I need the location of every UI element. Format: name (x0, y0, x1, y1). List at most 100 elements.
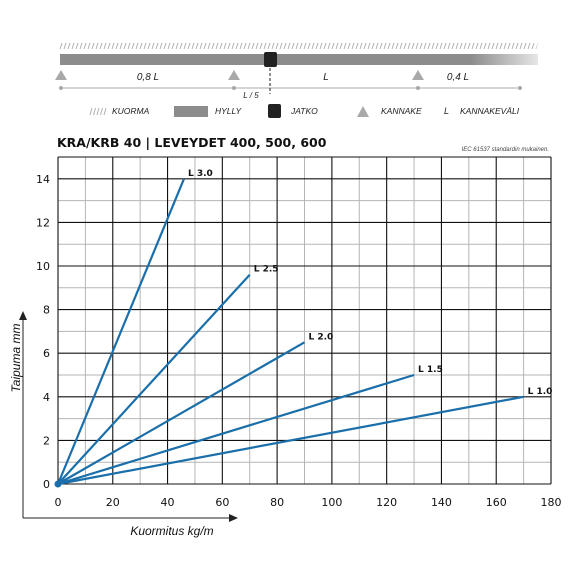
hatch-mark (231, 42, 235, 50)
legend-label: HYLLY (215, 106, 242, 116)
hatch-mark (375, 42, 379, 50)
hatch-mark (179, 42, 183, 50)
support-swatch-icon (357, 106, 369, 117)
series-lines (56, 178, 524, 486)
hatch-mark (303, 42, 307, 50)
hatch-mark (191, 42, 195, 50)
legend-label: KANNAKEVÄLI (460, 106, 520, 116)
x-tick-label: 0 (55, 496, 62, 509)
hatch-mark (183, 42, 187, 50)
hatch-mark (391, 42, 395, 50)
hatch-mark (299, 42, 303, 50)
hatch-mark (131, 42, 135, 50)
joint-swatch-icon (268, 104, 281, 118)
hatch-mark (163, 42, 167, 50)
y-tick-label: 10 (36, 260, 50, 273)
hatch-mark (331, 42, 335, 50)
hatch-mark (287, 42, 291, 50)
span-label-right: 0,4 L (447, 72, 469, 83)
hatch-mark (371, 42, 375, 50)
dimension-marker (518, 86, 522, 90)
hatch-mark (251, 42, 255, 50)
hatch-mark (419, 42, 423, 50)
chart-title: KRA/KRB 40 | LEVEYDET 400, 500, 600 (57, 135, 327, 150)
hatch-mark (327, 42, 331, 50)
legend-item-kuorma: KUORMA (89, 106, 150, 116)
dimension-marker (59, 86, 63, 90)
x-arrow-head-icon (229, 514, 238, 522)
hatch-mark (139, 42, 143, 50)
hatch-mark (383, 42, 387, 50)
hatch-mark (363, 42, 367, 50)
legend-symbol: L (444, 106, 449, 116)
legend-item-hylly: HYLLY (174, 106, 242, 117)
y-axis-title: Taipuma mm (9, 324, 23, 393)
x-tick-label: 120 (376, 496, 397, 509)
hatch-mark (115, 42, 119, 50)
hatch-mark (467, 42, 471, 50)
hatch-fade (470, 40, 540, 52)
hatch-mark (427, 42, 431, 50)
y-tick-label: 4 (43, 391, 50, 404)
hatch-mark (459, 42, 463, 50)
hatch-mark (395, 42, 399, 50)
x-tick-label: 140 (431, 496, 452, 509)
hatch-icon (89, 107, 107, 116)
y-tick-label: 0 (43, 478, 50, 491)
hatch-mark (243, 42, 247, 50)
hatch-mark (423, 42, 427, 50)
hatch-mark (323, 42, 327, 50)
hatch-mark (431, 42, 435, 50)
x-tick-label: 40 (161, 496, 175, 509)
beam-diagram: 0,8 L L 0,4 L L / 5 (55, 40, 540, 100)
hatch-mark (99, 42, 103, 50)
hatch-mark (271, 42, 275, 50)
hatch-mark (223, 42, 227, 50)
series-line (57, 273, 251, 485)
hatch-mark (335, 42, 339, 50)
hatch-mark (159, 42, 163, 50)
hatch-mark (83, 42, 87, 50)
hatch-mark (93, 107, 96, 116)
hatch-mark (100, 107, 103, 116)
hatch-mark (203, 42, 207, 50)
hatch-mark (211, 42, 215, 50)
y-tick-label: 2 (43, 434, 50, 447)
support-triangle-icon (412, 70, 424, 80)
series-label: L 3.0 (188, 169, 213, 179)
support-triangle-icon (55, 70, 67, 80)
hatch-mark (279, 42, 283, 50)
hatch-mark (367, 42, 371, 50)
hatch-mark (147, 42, 151, 50)
series-label: L 1.5 (418, 365, 443, 375)
grid-major (57, 156, 552, 485)
hatch-mark (207, 42, 211, 50)
hatch-mark (351, 42, 355, 50)
axis-arrows (19, 311, 238, 522)
legend-item-kannakevali: L KANNAKEVÄLI (444, 106, 520, 116)
hatch-mark (103, 42, 107, 50)
y-tick-label: 6 (43, 347, 50, 360)
dimension-marker (232, 86, 236, 90)
series-line (56, 178, 186, 485)
legend-label: JATKO (290, 106, 318, 116)
x-tick-label: 100 (321, 496, 342, 509)
hatch-mark (79, 42, 83, 50)
x-tick-label: 20 (106, 496, 120, 509)
hatch-mark (143, 42, 147, 50)
x-tick-label: 80 (270, 496, 284, 509)
hatch-mark (319, 42, 323, 50)
hatch-mark (415, 42, 419, 50)
hatch-mark (111, 42, 115, 50)
hatch-mark (171, 42, 175, 50)
hatch-mark (451, 42, 455, 50)
legend: KUORMA HYLLY JATKO KANNAKE L KANNAKEVÄLI (89, 104, 520, 118)
hatch-mark (359, 42, 363, 50)
series-line (57, 373, 415, 486)
hatch-mark (127, 42, 131, 50)
dimension-marker (416, 86, 420, 90)
hatch-mark (311, 42, 315, 50)
hatch-mark (315, 42, 319, 50)
x-tick-label: 60 (215, 496, 229, 509)
